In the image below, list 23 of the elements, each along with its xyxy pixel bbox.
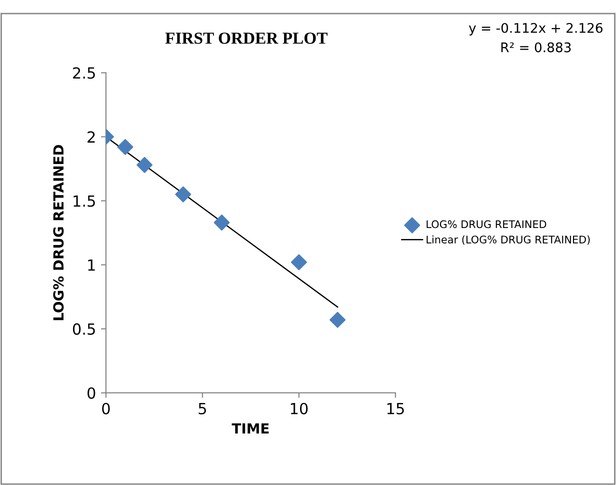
point — [136, 156, 153, 173]
y-axis-title: LOG% DRUG RETAINED — [53, 144, 64, 320]
point — [330, 312, 346, 328]
x-tick-label: 15 — [387, 403, 404, 414]
x-axis-title: TIME — [232, 423, 269, 434]
text: R² = 0.883 — [501, 42, 571, 52]
text: y = -0.112x + 2.126 — [468, 22, 602, 36]
point — [175, 186, 192, 202]
point — [214, 214, 230, 231]
y-tick-label: 2 — [88, 131, 95, 143]
point — [290, 254, 307, 270]
y-tick-label: 0 — [88, 387, 96, 399]
chart-title: FIRST ORDER PLOT — [165, 32, 328, 44]
x-tick-label: 10 — [290, 402, 308, 414]
y-tick-label: 2.5 — [73, 67, 95, 79]
y-tick-label: 1 — [88, 259, 95, 271]
legend-label: LOG% DRUG RETAINED — [426, 220, 546, 228]
y-tick-label: 0.5 — [72, 323, 95, 335]
point — [117, 139, 134, 155]
x-tick-label: 5 — [198, 403, 206, 414]
legend-label: Linear (LOG% DRUG RETAINED) — [426, 235, 590, 245]
x-tick-label: 0 — [102, 402, 110, 414]
y-tick-label: 1.5 — [74, 195, 95, 207]
